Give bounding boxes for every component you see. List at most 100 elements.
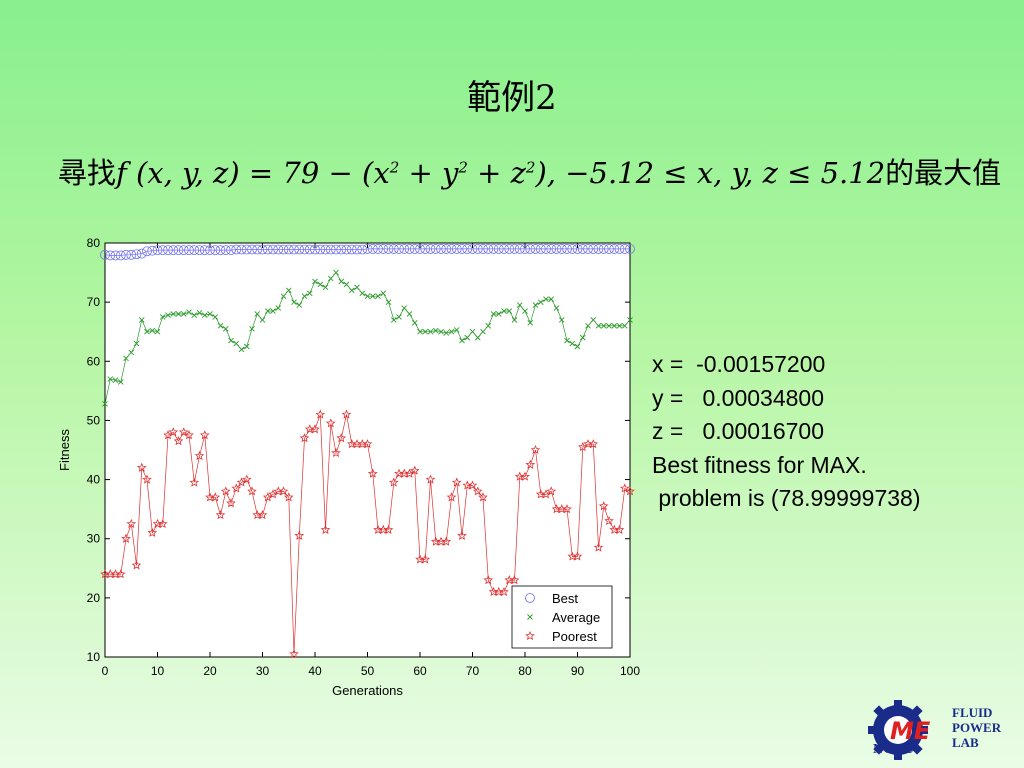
data-point bbox=[520, 471, 530, 481]
data-point bbox=[289, 244, 299, 255]
data-point bbox=[369, 293, 376, 300]
data-point bbox=[483, 244, 494, 254]
data-point bbox=[149, 327, 156, 334]
data-point bbox=[501, 308, 507, 314]
data-point bbox=[212, 314, 219, 320]
data-point bbox=[257, 510, 268, 520]
data-point bbox=[478, 492, 488, 502]
x-tick-label: 70 bbox=[466, 664, 480, 678]
data-point bbox=[420, 244, 431, 254]
data-point bbox=[126, 249, 137, 260]
x-tick-label: 40 bbox=[308, 664, 322, 678]
data-point bbox=[249, 325, 255, 332]
data-point bbox=[600, 322, 607, 329]
data-point bbox=[142, 474, 152, 484]
data-point bbox=[173, 436, 184, 446]
data-point bbox=[525, 631, 535, 641]
data-point bbox=[105, 250, 116, 261]
data-point bbox=[331, 244, 341, 255]
data-point bbox=[317, 281, 324, 288]
data-point bbox=[189, 477, 200, 487]
data-point bbox=[128, 349, 135, 356]
x-axis-label: Generations bbox=[332, 683, 403, 698]
slide-title: 範例2 bbox=[467, 78, 557, 118]
data-point bbox=[367, 244, 378, 254]
data-point bbox=[485, 322, 492, 329]
data-point bbox=[535, 244, 546, 254]
data-point bbox=[217, 322, 224, 329]
data-point bbox=[457, 530, 467, 540]
data-point bbox=[327, 275, 334, 282]
data-point bbox=[499, 244, 509, 254]
data-point bbox=[520, 244, 530, 254]
data-point bbox=[621, 322, 628, 329]
data-point bbox=[264, 308, 271, 314]
y-tick-label: 80 bbox=[87, 236, 101, 250]
data-point bbox=[312, 278, 318, 285]
data-point bbox=[325, 418, 336, 428]
y-axis-label: Fitness bbox=[57, 429, 72, 471]
data-point bbox=[289, 648, 299, 659]
data-point bbox=[375, 293, 381, 300]
data-point bbox=[238, 346, 245, 353]
data-point bbox=[562, 244, 572, 254]
data-point bbox=[532, 302, 539, 308]
x-tick-label: 10 bbox=[151, 664, 165, 678]
data-point bbox=[553, 305, 560, 311]
data-point bbox=[175, 311, 182, 317]
data-point bbox=[220, 486, 231, 496]
data-point bbox=[527, 614, 533, 620]
data-point bbox=[614, 244, 625, 254]
data-point bbox=[117, 379, 124, 385]
legend: Best Average Poorest bbox=[511, 585, 613, 649]
data-point bbox=[278, 486, 289, 496]
data-point bbox=[490, 311, 497, 317]
x-tick-label: 50 bbox=[361, 664, 375, 678]
data-point bbox=[619, 244, 630, 254]
data-point bbox=[154, 328, 161, 335]
data-point bbox=[310, 424, 320, 434]
data-point bbox=[348, 287, 355, 294]
data-point bbox=[451, 244, 462, 254]
data-point bbox=[625, 486, 635, 496]
data-point bbox=[194, 450, 205, 461]
data-point bbox=[336, 433, 347, 443]
y-tick-label: 30 bbox=[87, 532, 101, 546]
y-tick-label: 70 bbox=[87, 295, 101, 309]
data-point bbox=[457, 244, 467, 254]
data-point bbox=[268, 244, 278, 255]
data-point bbox=[446, 492, 457, 502]
data-point bbox=[432, 327, 439, 334]
data-point bbox=[178, 427, 189, 437]
data-point bbox=[616, 322, 623, 329]
data-point bbox=[231, 244, 242, 255]
data-point bbox=[210, 245, 221, 255]
data-point bbox=[569, 340, 576, 347]
data-point bbox=[136, 248, 147, 259]
data-point bbox=[388, 477, 399, 487]
data-point bbox=[464, 334, 471, 341]
data-point bbox=[241, 474, 252, 484]
data-point bbox=[115, 250, 126, 261]
formula-prefix: 尋找 bbox=[58, 156, 117, 190]
data-point bbox=[425, 474, 436, 484]
data-point bbox=[522, 308, 528, 314]
data-point bbox=[516, 302, 523, 308]
data-point bbox=[427, 328, 434, 335]
data-point bbox=[131, 249, 142, 260]
data-point bbox=[278, 244, 289, 255]
x-tick-label: 0 bbox=[102, 664, 109, 678]
x-tick-label: 80 bbox=[518, 664, 532, 678]
data-point bbox=[136, 462, 147, 472]
data-point bbox=[509, 244, 520, 254]
data-point bbox=[604, 516, 614, 526]
data-point bbox=[411, 320, 418, 326]
series-average bbox=[102, 269, 633, 407]
data-point bbox=[100, 249, 110, 260]
data-point bbox=[409, 465, 420, 475]
data-point bbox=[262, 244, 273, 255]
data-point bbox=[231, 483, 242, 493]
data-point bbox=[205, 245, 215, 255]
data-point bbox=[283, 244, 294, 255]
data-point bbox=[173, 245, 184, 255]
